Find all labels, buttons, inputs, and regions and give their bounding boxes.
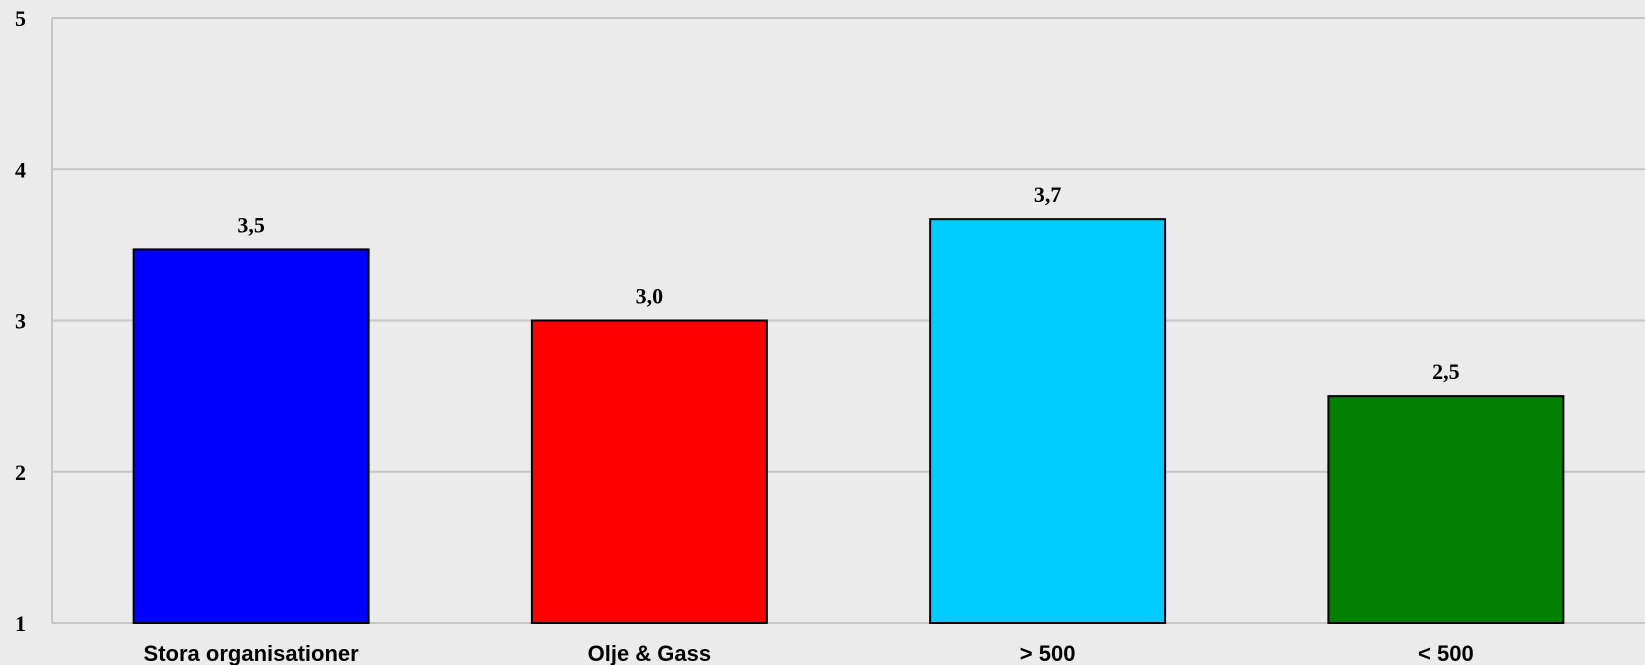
bar bbox=[530, 319, 768, 624]
y-tick-label: 3 bbox=[15, 309, 26, 334]
x-axis: Stora organisationer Olje & Gass > 500 < 50… bbox=[144, 641, 1474, 665]
y-tick-label: 5 bbox=[15, 6, 26, 31]
y-axis: 1 2 3 4 5 bbox=[15, 6, 53, 636]
data-label: 3,0 bbox=[636, 284, 664, 309]
bar bbox=[132, 248, 370, 624]
bar bbox=[1327, 395, 1565, 624]
y-tick-label: 4 bbox=[15, 157, 26, 182]
x-tick-label: > 500 bbox=[1020, 641, 1076, 665]
data-label: 3,7 bbox=[1034, 182, 1062, 207]
y-tick-label: 1 bbox=[15, 611, 26, 636]
data-label: 3,5 bbox=[237, 212, 265, 237]
y-tick-label: 2 bbox=[15, 460, 26, 485]
x-tick-label: Stora organisationer bbox=[144, 641, 360, 665]
x-tick-label: < 500 bbox=[1418, 641, 1474, 665]
data-label: 2,5 bbox=[1432, 359, 1460, 384]
bar bbox=[929, 218, 1167, 624]
bars: 3,5 3,0 3,7 2,5 bbox=[132, 182, 1565, 624]
x-tick-label: Olje & Gass bbox=[588, 641, 712, 665]
